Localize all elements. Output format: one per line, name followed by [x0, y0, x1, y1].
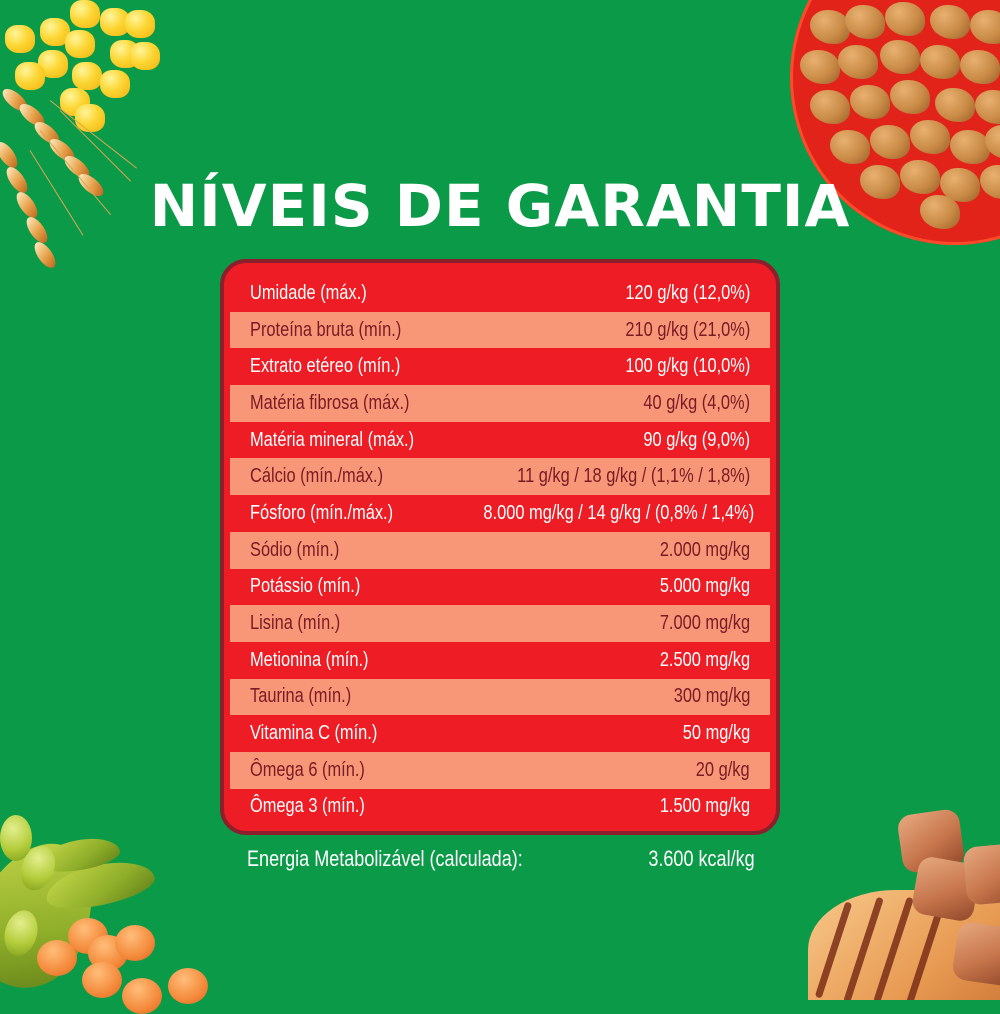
row-label: Ômega 6 (mín.)	[250, 758, 365, 781]
table-row: Lisina (mín.) 7.000 mg/kg	[230, 605, 770, 642]
row-label: Fósforo (mín./máx.)	[250, 501, 394, 524]
row-value: 50 mg/kg	[682, 722, 750, 745]
row-value: 2.500 mg/kg	[659, 648, 750, 671]
row-label: Potássio (mín.)	[250, 575, 361, 598]
table-row: Fósforo (mín./máx.) 8.000 mg/kg / 14 g/k…	[230, 495, 770, 532]
energy-label: Energia Metabolizável (calculada):	[247, 846, 523, 871]
row-value: 100 g/kg (10,0%)	[625, 355, 750, 378]
row-value: 90 g/kg (9,0%)	[643, 428, 750, 451]
guarantee-table: Umidade (máx.) 120 g/kg (12,0%) Proteína…	[220, 259, 780, 835]
row-label: Umidade (máx.)	[250, 281, 367, 304]
table-row: Extrato etéreo (mín.) 100 g/kg (10,0%)	[230, 348, 770, 386]
table-row: Proteína bruta (mín.) 210 g/kg (21,0%)	[230, 311, 770, 349]
row-value: 210 g/kg (21,0%)	[625, 318, 750, 341]
row-label: Matéria mineral (máx.)	[250, 428, 415, 451]
row-value: 5.000 mg/kg	[659, 575, 750, 598]
corn-wheat-image	[0, 0, 200, 280]
row-label: Matéria fibrosa (máx.)	[250, 391, 410, 414]
row-label: Sódio (mín.)	[250, 538, 340, 561]
energy-value: 3.600 kcal/kg	[648, 846, 755, 871]
grilled-chicken-image	[790, 800, 1000, 1000]
table-row: Ômega 6 (mín.) 20 g/kg	[230, 751, 770, 789]
table-row: Matéria fibrosa (máx.) 40 g/kg (4,0%)	[230, 385, 770, 422]
table-row: Potássio (mín.) 5.000 mg/kg	[230, 568, 770, 606]
table-row: Metionina (mín.) 2.500 mg/kg	[230, 641, 770, 679]
row-value: 120 g/kg (12,0%)	[625, 281, 750, 304]
metabolizable-energy: Energia Metabolizável (calculada): 3.600…	[247, 846, 755, 872]
row-label: Ômega 3 (mín.)	[250, 795, 365, 818]
guarantee-table-rows: Umidade (máx.) 120 g/kg (12,0%) Proteína…	[230, 275, 770, 826]
row-value: 300 mg/kg	[673, 685, 750, 708]
row-value: 40 g/kg (4,0%)	[643, 391, 750, 414]
table-row: Vitamina C (mín.) 50 mg/kg	[230, 715, 770, 752]
row-value: 1.500 mg/kg	[659, 795, 750, 818]
row-label: Proteína bruta (mín.)	[250, 318, 402, 341]
row-value: 11 g/kg / 18 g/kg / (1,1% / 1,8%)	[516, 465, 750, 488]
row-value: 20 g/kg	[696, 758, 750, 781]
row-label: Vitamina C (mín.)	[250, 722, 378, 745]
row-value: 8.000 mg/kg / 14 g/kg / (0,8% / 1,4%)	[483, 501, 755, 524]
table-row: Umidade (máx.) 120 g/kg (12,0%)	[230, 275, 770, 312]
row-label: Lisina (mín.)	[250, 612, 341, 635]
table-row: Matéria mineral (máx.) 90 g/kg (9,0%)	[230, 421, 770, 459]
table-row: Taurina (mín.) 300 mg/kg	[230, 678, 770, 716]
row-value: 7.000 mg/kg	[659, 612, 750, 635]
row-label: Extrato etéreo (mín.)	[250, 355, 401, 378]
table-row: Cálcio (mín./máx.) 11 g/kg / 18 g/kg / (…	[230, 458, 770, 496]
row-value: 2.000 mg/kg	[659, 538, 750, 561]
row-label: Cálcio (mín./máx.)	[250, 465, 384, 488]
table-row: Ômega 3 (mín.) 1.500 mg/kg	[230, 788, 770, 826]
page-title: NÍVEIS DE GARANTIA	[149, 172, 851, 240]
row-label: Metionina (mín.)	[250, 648, 369, 671]
soybeans-image	[0, 800, 220, 1014]
row-label: Taurina (mín.)	[250, 685, 352, 708]
table-row: Sódio (mín.) 2.000 mg/kg	[230, 531, 770, 569]
